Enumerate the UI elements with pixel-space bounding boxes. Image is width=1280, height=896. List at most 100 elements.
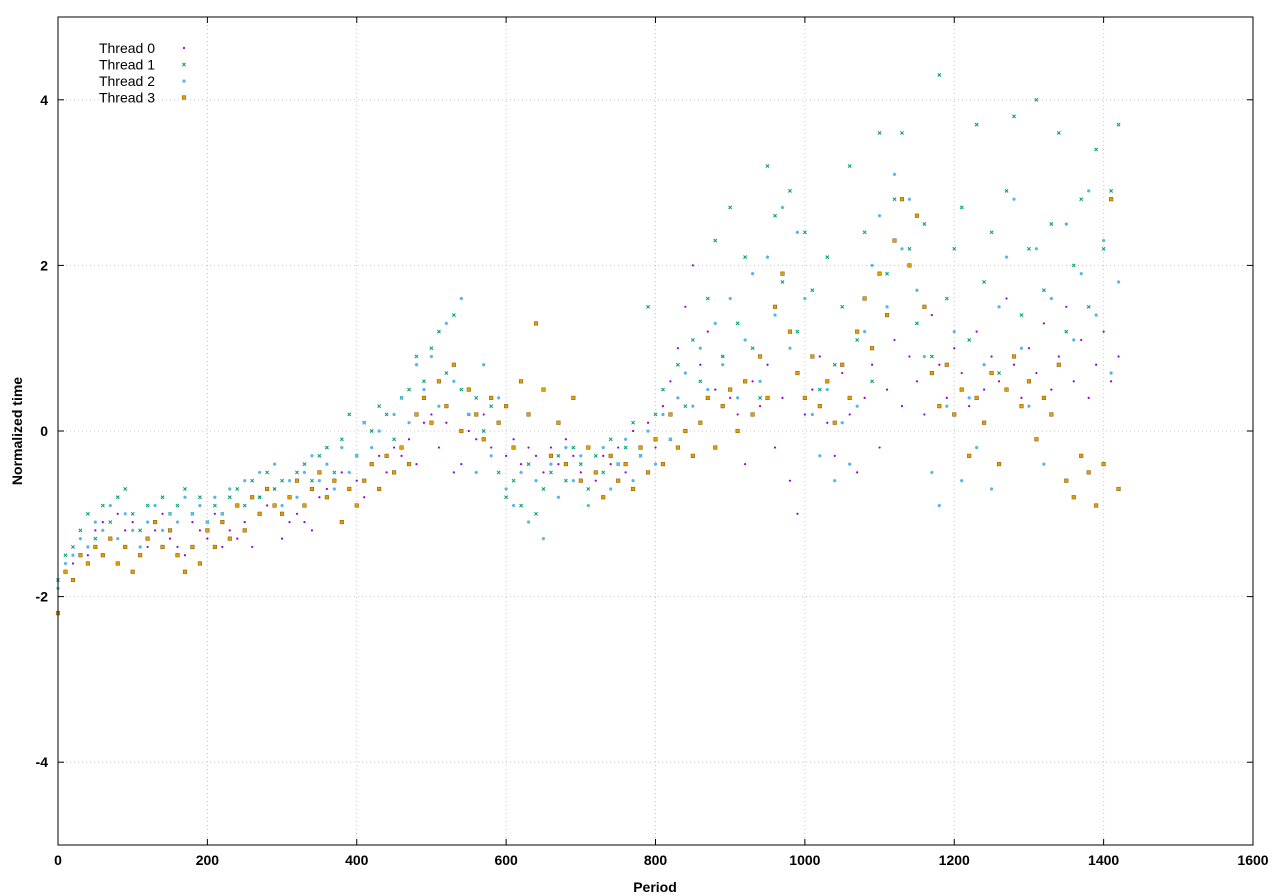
data-point	[997, 380, 1001, 383]
data-point	[691, 264, 694, 267]
x-tick-label: 200	[196, 852, 220, 868]
data-point	[548, 453, 553, 458]
data-point	[616, 462, 620, 466]
data-point	[123, 487, 128, 491]
data-point	[983, 388, 986, 391]
data-point	[773, 446, 777, 449]
data-point	[602, 454, 605, 457]
data-point	[236, 537, 239, 540]
data-point	[145, 503, 150, 508]
data-point	[280, 478, 285, 483]
data-point	[369, 429, 374, 433]
data-point	[1094, 503, 1099, 508]
data-point	[623, 462, 628, 467]
data-point	[191, 520, 194, 524]
data-point	[272, 487, 277, 491]
data-point	[974, 445, 979, 450]
data-point	[481, 437, 486, 442]
data-point	[130, 569, 135, 574]
data-point	[899, 197, 905, 202]
data-point	[460, 463, 463, 466]
data-point	[780, 205, 785, 210]
data-point	[496, 470, 501, 475]
data-point	[975, 330, 978, 333]
legend-marker	[182, 79, 186, 83]
y-axis-title: Normalized time	[9, 377, 25, 485]
data-point	[660, 462, 666, 467]
data-point	[108, 520, 113, 525]
data-point	[534, 511, 538, 516]
data-point	[817, 387, 822, 392]
data-point	[930, 313, 933, 317]
data-point	[870, 346, 875, 351]
data-point	[579, 454, 583, 458]
data-point	[1056, 130, 1061, 135]
data-point	[766, 363, 769, 366]
data-point	[1012, 114, 1016, 119]
data-point	[392, 437, 397, 442]
data-point	[1004, 387, 1009, 392]
data-point	[661, 387, 665, 392]
data-point	[631, 429, 635, 433]
data-point	[699, 363, 702, 366]
data-point	[377, 486, 382, 492]
data-point	[235, 487, 240, 491]
data-point	[646, 421, 650, 424]
data-point	[205, 528, 210, 533]
data-point	[706, 330, 709, 333]
data-point	[937, 73, 942, 77]
data-point	[885, 388, 889, 391]
data-point	[294, 478, 300, 483]
data-point	[840, 304, 845, 309]
data-point	[698, 420, 703, 425]
data-point	[982, 280, 987, 284]
data-point	[1042, 322, 1045, 325]
x-tick-label: 0	[54, 852, 62, 868]
data-point	[960, 478, 964, 483]
data-point	[795, 230, 800, 234]
data-point	[287, 478, 292, 483]
data-point	[101, 520, 104, 524]
data-point	[414, 354, 419, 359]
data-point	[564, 438, 567, 441]
data-point	[728, 387, 733, 392]
data-point	[220, 512, 225, 516]
tick-labels: 0 200 400 600 800 1000 1200 1400 1600 -4 -2 0 2 4	[36, 92, 1269, 868]
data-point	[266, 504, 269, 507]
data-point	[825, 379, 830, 384]
x-tick-label: 1000	[789, 852, 820, 868]
data-point	[735, 396, 740, 400]
data-point	[728, 296, 732, 301]
data-point	[817, 404, 822, 409]
data-point	[489, 404, 494, 409]
data-point	[198, 529, 202, 532]
data-point	[190, 544, 195, 549]
data-point	[1019, 313, 1024, 318]
data-point	[1026, 246, 1031, 251]
data-point	[1102, 330, 1105, 333]
data-point	[212, 503, 217, 508]
data-point	[758, 354, 763, 359]
data-point	[511, 445, 516, 450]
data-point	[437, 404, 441, 408]
data-point	[123, 544, 128, 549]
data-point	[407, 387, 411, 392]
data-point	[690, 337, 695, 342]
data-point	[325, 462, 329, 466]
data-point	[990, 355, 993, 358]
data-point	[586, 445, 591, 450]
data-point	[445, 421, 448, 424]
data-point	[832, 362, 837, 367]
data-point	[1101, 238, 1106, 243]
data-point	[116, 536, 120, 541]
data-point	[71, 562, 75, 565]
data-point	[1079, 271, 1083, 276]
data-point	[937, 503, 942, 508]
data-point	[601, 445, 605, 450]
data-point	[982, 420, 987, 425]
data-point	[86, 554, 89, 557]
data-point	[280, 511, 285, 516]
series-thread-1	[56, 73, 1121, 582]
data-point	[175, 553, 180, 558]
series-thread-0	[56, 264, 1120, 590]
